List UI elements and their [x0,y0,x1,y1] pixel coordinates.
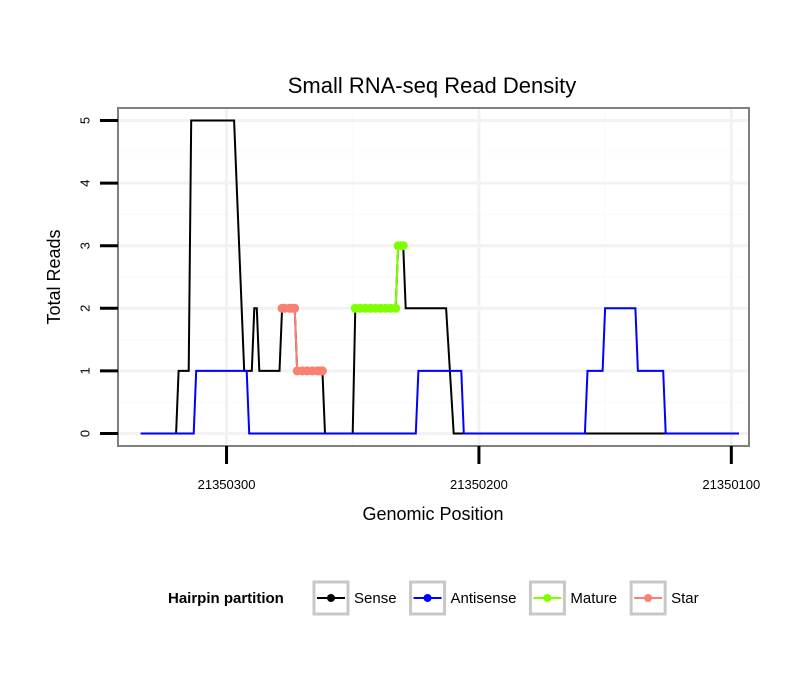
legend-item-mature: Mature [528,580,617,616]
x-axis: 21350300 21350200 21350100 [198,446,760,492]
legend-item-star: Star [629,580,699,616]
legend-title: Hairpin partition [168,590,284,607]
legend-key-point-sense [327,594,335,602]
legend-key-point-star [644,594,653,602]
x-tick-label: 21350200 [450,477,508,492]
legend: Hairpin partition Sense Antisense Mature St… [168,580,699,616]
series-layer [140,119,739,435]
y-axis: 0 1 2 3 4 5 [78,117,118,437]
y-tick-label: 5 [78,117,93,124]
legend-key-point-mature [543,594,552,602]
data-point-star [317,366,327,376]
legend-item-sense: Sense [312,580,397,616]
x-axis-title: Genomic Position [362,504,503,524]
series-line-antisense [140,307,739,435]
plot-border [117,107,750,447]
y-axis-title: Total Reads [44,229,64,324]
y-tick-label: 2 [78,305,93,312]
data-point-star [290,303,300,313]
data-point-mature [398,241,408,251]
legend-key-point-antisense [423,594,432,602]
legend-label-star: Star [671,590,699,607]
grid-minor [118,108,749,446]
data-point-mature [391,303,401,313]
x-tick-label: 21350300 [198,477,256,492]
legend-item-antisense: Antisense [409,580,517,616]
legend-label-antisense: Antisense [451,590,517,607]
y-tick-label: 3 [78,242,93,249]
legend-label-sense: Sense [354,590,397,607]
y-tick-label: 4 [78,179,93,186]
chart-title: Small RNA-seq Read Density [288,73,577,98]
legend-label-mature: Mature [570,590,617,607]
y-tick-label: 1 [78,367,93,374]
x-tick-label: 21350100 [702,477,760,492]
y-tick-label: 0 [78,430,93,437]
